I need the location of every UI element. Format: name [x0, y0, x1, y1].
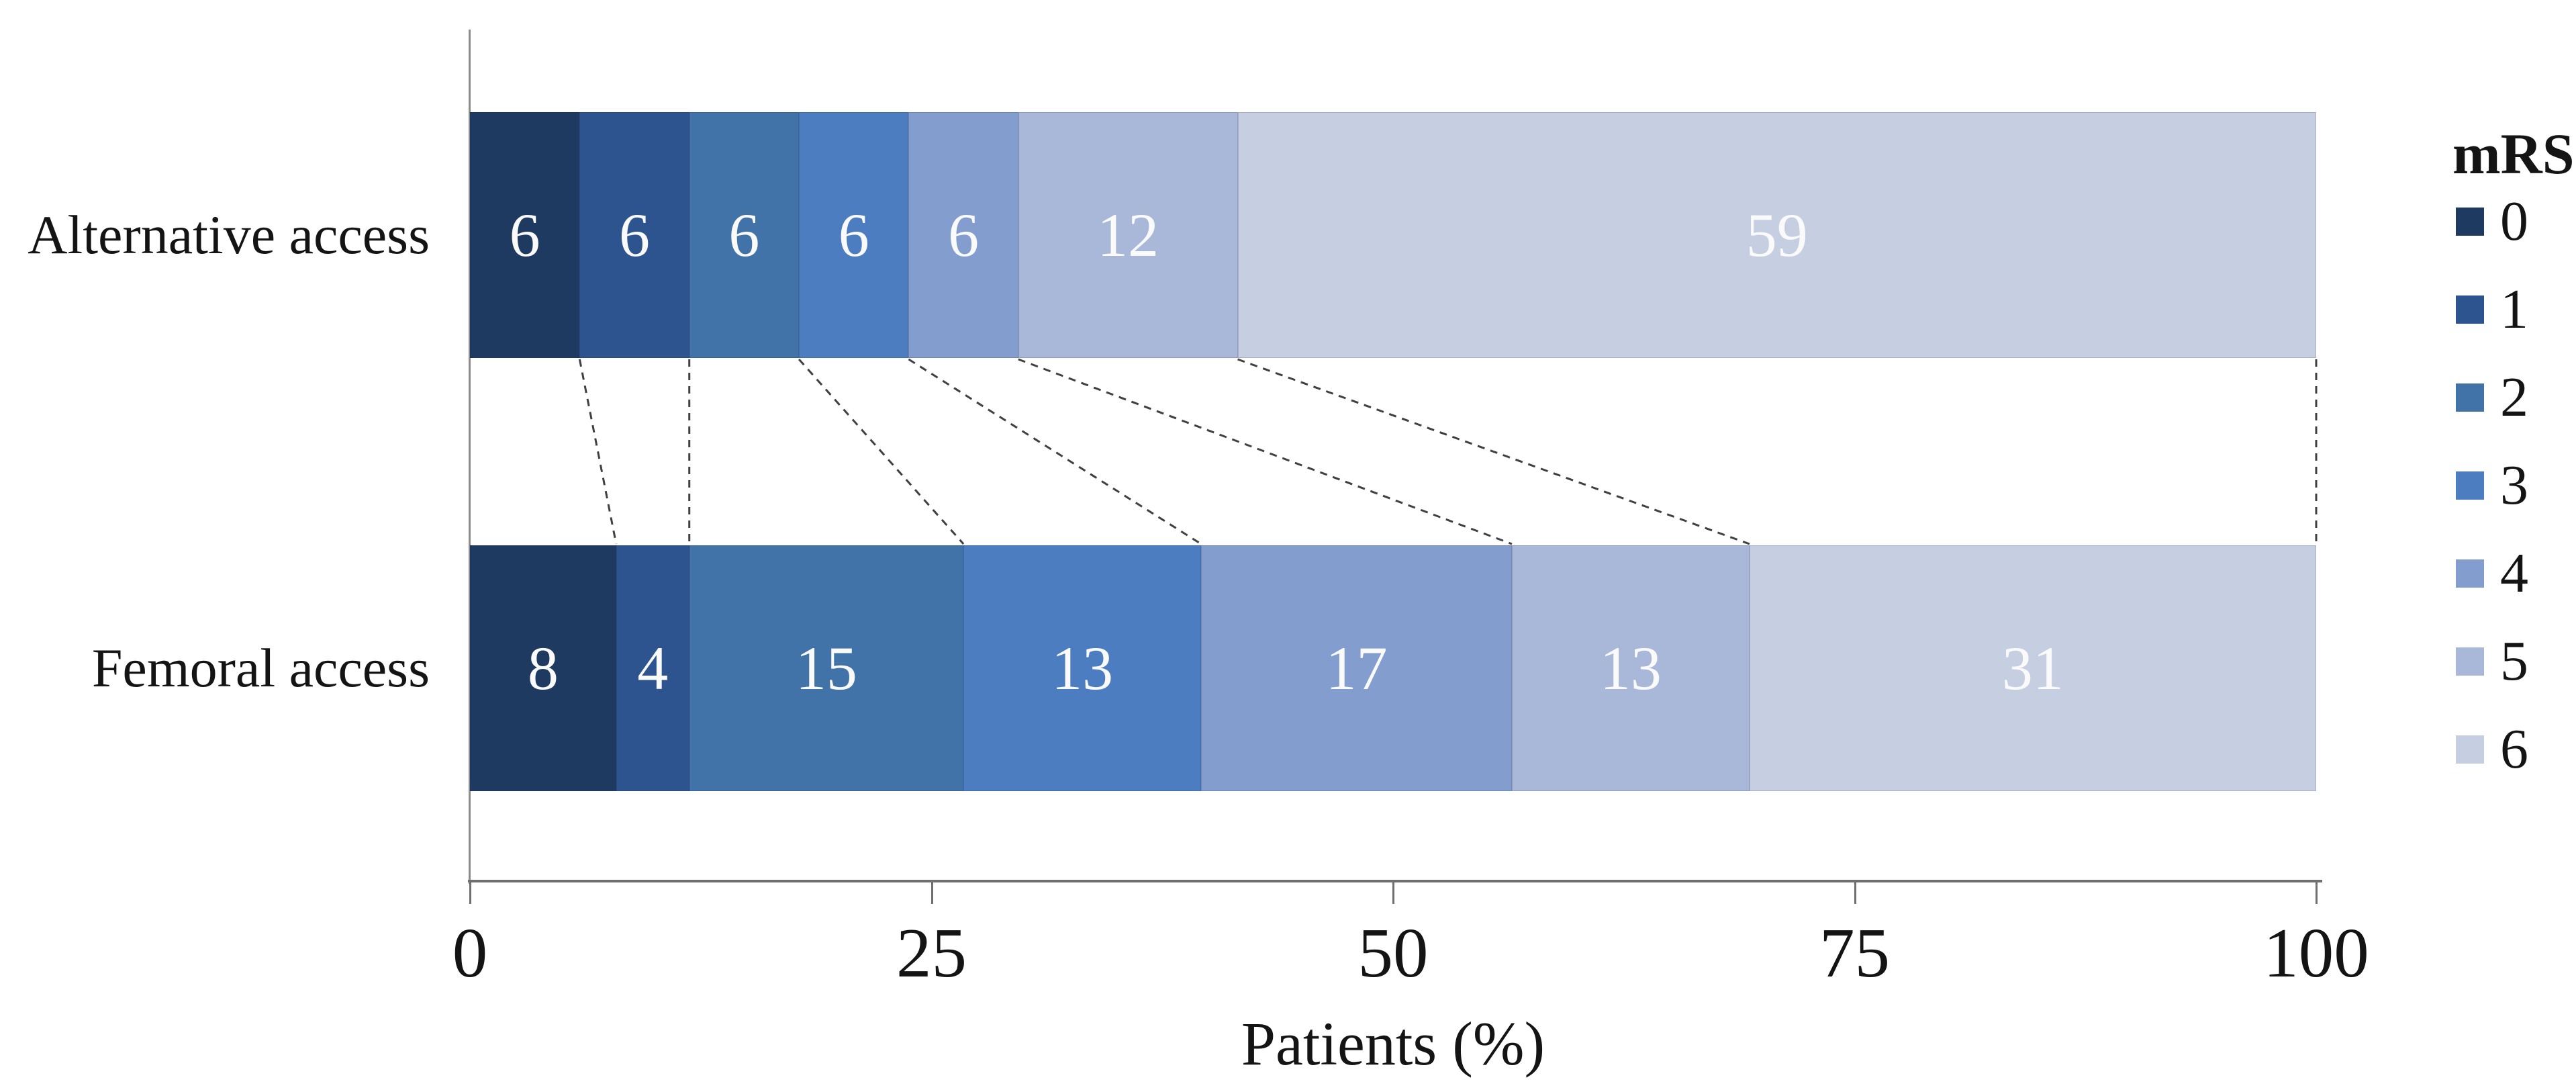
legend-label: 2 — [2500, 366, 2528, 428]
bar-segment-mrs-1: 6 — [579, 112, 689, 358]
bar-segment-mrs-2: 6 — [689, 112, 800, 358]
connector-line — [908, 358, 1202, 545]
bar-segment-mrs-6: 59 — [1237, 112, 2316, 358]
x-axis-tick-label: 75 — [1819, 913, 1890, 992]
legend-swatch-icon — [2456, 735, 2484, 764]
bar-segment-mrs-4: 17 — [1201, 545, 1512, 791]
segment-value-label: 17 — [1325, 634, 1388, 702]
bar-segment-mrs-6: 31 — [1749, 545, 2316, 791]
legend-swatch-icon — [2456, 295, 2484, 324]
x-axis-tick-label: 100 — [2263, 913, 2369, 992]
bar-segment-mrs-4: 6 — [908, 112, 1018, 358]
x-axis-tick-label: 0 — [452, 913, 488, 992]
legend-swatch-icon — [2456, 383, 2484, 412]
x-axis-tick-label: 25 — [896, 913, 967, 992]
bar-segment-mrs-5: 12 — [1018, 112, 1238, 358]
connector-line — [578, 359, 618, 545]
segment-value-label: 59 — [1746, 201, 1808, 269]
connector-line — [798, 359, 965, 545]
legend-item-mrs-1: 1 — [2456, 281, 2528, 338]
legend-label: 0 — [2500, 190, 2528, 253]
connector-line — [1237, 358, 1750, 545]
bar-segment-mrs-1: 4 — [616, 545, 689, 791]
bar-segment-mrs-3: 6 — [799, 112, 909, 358]
legend-swatch-icon — [2456, 647, 2484, 676]
segment-value-label: 12 — [1097, 201, 1159, 269]
bar-segment-mrs-3: 13 — [963, 545, 1202, 791]
legend-item-mrs-4: 4 — [2456, 545, 2528, 602]
category-label: Alternative access — [28, 204, 430, 265]
legend-label: 4 — [2500, 542, 2528, 604]
segment-value-label: 6 — [619, 201, 651, 269]
bar-segment-mrs-5: 13 — [1511, 545, 1750, 791]
connector-line — [1018, 358, 1513, 545]
legend-item-mrs-2: 2 — [2456, 369, 2528, 426]
x-axis-tick-mark — [1854, 882, 1856, 904]
segment-value-label: 31 — [2001, 634, 2064, 702]
segment-value-label: 6 — [509, 201, 540, 269]
legend-swatch-icon — [2456, 559, 2484, 588]
category-label: Femoral access — [91, 637, 430, 698]
segment-value-label: 6 — [728, 201, 760, 269]
legend-item-mrs-0: 0 — [2456, 193, 2528, 250]
x-axis-title: Patients (%) — [1241, 1009, 1545, 1078]
segment-value-label: 6 — [948, 201, 980, 269]
legend-label: 1 — [2500, 278, 2528, 340]
legend-swatch-icon — [2456, 471, 2484, 500]
segment-value-label: 15 — [795, 634, 857, 702]
bar-segment-mrs-0: 8 — [470, 545, 616, 791]
legend-label: 3 — [2500, 454, 2528, 516]
x-axis-tick-mark — [469, 882, 471, 904]
legend-swatch-icon — [2456, 208, 2484, 236]
x-axis-tick-mark — [1392, 882, 1394, 904]
segment-value-label: 4 — [637, 634, 669, 702]
bar-segment-mrs-2: 15 — [689, 545, 964, 791]
segment-value-label: 13 — [1599, 634, 1662, 702]
x-axis-tick-mark — [931, 882, 933, 904]
legend-label: 6 — [2500, 718, 2528, 780]
segment-value-label: 8 — [527, 634, 559, 702]
x-axis-tick-label: 50 — [1357, 913, 1429, 992]
bar-femoral-access: 8 4 15 13 17 13 31 — [470, 545, 2316, 791]
legend-label: 5 — [2500, 630, 2528, 692]
bar-alternative-access: 6 6 6 6 6 12 59 — [470, 112, 2316, 358]
legend-title: mRS — [2452, 122, 2575, 186]
legend-item-mrs-3: 3 — [2456, 457, 2528, 514]
legend-item-mrs-5: 5 — [2456, 633, 2528, 690]
x-axis-tick-mark — [2316, 882, 2318, 904]
bar-segment-mrs-0: 6 — [470, 112, 580, 358]
segment-value-label: 6 — [838, 201, 869, 269]
x-axis-line — [468, 880, 2322, 882]
legend-item-mrs-6: 6 — [2456, 721, 2528, 778]
y-axis-line — [469, 30, 471, 884]
segment-value-label: 13 — [1051, 634, 1114, 702]
